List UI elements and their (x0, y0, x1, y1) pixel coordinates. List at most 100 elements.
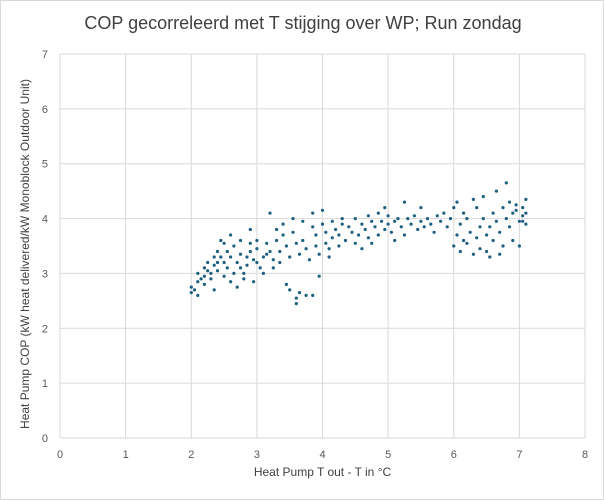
data-point (314, 244, 318, 248)
data-point (376, 233, 380, 237)
data-point (284, 244, 288, 248)
data-point (353, 217, 357, 221)
data-point (288, 288, 292, 292)
data-point (324, 241, 328, 245)
data-point (494, 219, 498, 223)
data-point (297, 252, 302, 256)
y-tick-label: 1 (42, 378, 48, 390)
data-point (409, 222, 413, 226)
data-point (468, 230, 472, 234)
grid-lines (59, 53, 586, 439)
data-point (350, 230, 354, 234)
data-point (229, 255, 233, 259)
data-point (363, 227, 367, 232)
data-point (222, 260, 226, 265)
data-point (524, 197, 528, 201)
data-point (511, 211, 515, 215)
data-point (402, 233, 407, 237)
data-point (353, 241, 357, 245)
data-point (229, 280, 233, 284)
data-point (189, 291, 193, 295)
data-point (455, 200, 459, 204)
data-point (475, 206, 479, 210)
data-point (202, 274, 206, 278)
data-point (206, 269, 210, 273)
data-point (330, 219, 334, 223)
data-point (212, 263, 216, 267)
data-point (452, 206, 456, 210)
data-point (419, 219, 423, 223)
data-point (242, 271, 246, 275)
data-point (278, 249, 282, 254)
data-point (261, 271, 265, 275)
data-point (370, 219, 374, 223)
data-point (343, 238, 348, 243)
data-point (307, 258, 311, 262)
data-point (196, 293, 200, 297)
data-point (209, 271, 213, 275)
data-point (507, 200, 512, 204)
data-point (419, 206, 423, 210)
data-point (288, 255, 292, 259)
data-point (294, 296, 298, 300)
data-point (429, 222, 433, 226)
data-point (380, 219, 384, 223)
data-point (196, 280, 200, 284)
data-point (271, 266, 275, 270)
y-tick-label: 5 (42, 159, 48, 171)
data-point (212, 255, 216, 259)
data-point (252, 280, 256, 284)
data-point (517, 244, 522, 248)
data-point (337, 244, 341, 248)
data-point (215, 269, 220, 273)
data-point (196, 271, 200, 275)
data-point (238, 238, 243, 243)
data-point (268, 211, 272, 215)
data-point (258, 266, 262, 270)
data-point (248, 227, 252, 232)
data-point (222, 241, 226, 245)
data-point (366, 236, 370, 240)
data-point (301, 238, 305, 243)
data-point (320, 208, 325, 212)
data-point (248, 249, 252, 254)
data-point (389, 230, 393, 234)
data-point (458, 222, 462, 226)
data-point (435, 214, 439, 218)
data-point (261, 255, 265, 259)
data-point (396, 217, 400, 221)
data-point (360, 222, 364, 226)
data-point (471, 197, 475, 201)
data-point (209, 277, 213, 281)
data-point (491, 211, 495, 215)
y-tick-label: 0 (42, 433, 48, 445)
data-point (521, 214, 525, 218)
data-point (386, 214, 390, 218)
data-point (448, 217, 453, 221)
x-tick-label: 6 (451, 449, 457, 461)
data-point (514, 203, 518, 207)
data-point (215, 249, 220, 254)
data-point (202, 282, 206, 286)
data-point (255, 238, 259, 243)
data-point (383, 227, 387, 232)
data-point (219, 238, 223, 243)
data-point (294, 241, 298, 245)
data-point (225, 249, 229, 254)
data-point (514, 208, 518, 212)
data-point (347, 225, 351, 229)
data-point (478, 247, 482, 251)
data-point (252, 258, 256, 262)
data-point (278, 260, 282, 265)
data-point (366, 214, 370, 218)
data-point (235, 285, 239, 289)
data-point (255, 247, 259, 251)
data-point (265, 252, 269, 256)
data-point (462, 238, 466, 243)
data-point (511, 238, 515, 243)
data-point (357, 233, 361, 237)
data-point (465, 241, 469, 245)
data-point (192, 288, 197, 292)
data-point (206, 260, 210, 265)
